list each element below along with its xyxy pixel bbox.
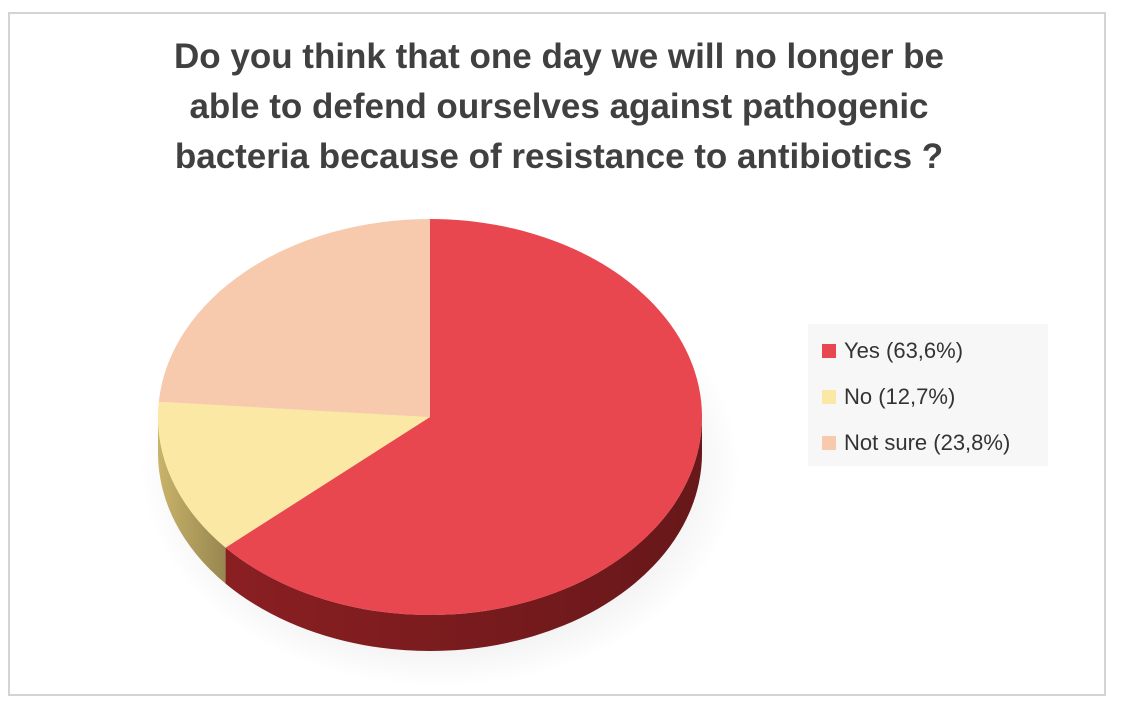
pie-side-shade-no bbox=[158, 417, 226, 584]
legend-swatch-not-sure bbox=[822, 436, 836, 450]
legend-swatch-yes bbox=[822, 344, 836, 358]
pie-slice-not-sure bbox=[158, 219, 430, 417]
chart-title-line-1: Do you think that one day we will no lon… bbox=[173, 37, 945, 76]
legend-item-yes: Yes (63,6%) bbox=[808, 328, 1048, 374]
legend-item-not-sure: Not sure (23,8%) bbox=[808, 420, 1048, 466]
pie-slice-yes bbox=[225, 219, 702, 615]
chart-title: Do you think that one day we will no lon… bbox=[10, 32, 1108, 182]
chart-title-line-3: bacteria because of resistance to antibi… bbox=[174, 137, 944, 176]
legend-swatch-no bbox=[822, 390, 836, 404]
legend-label-yes: Yes (63,6%) bbox=[844, 338, 964, 363]
chart-frame: Do you think that one day we will no lon… bbox=[8, 12, 1106, 696]
legend-label-no: No (12,7%) bbox=[844, 384, 956, 409]
pie-side-shade-yes bbox=[225, 417, 702, 651]
chart-title-line-2: able to defend ourselves against pathoge… bbox=[189, 87, 929, 126]
legend: Yes (63,6%) No (12,7%) Not sure (23,8%) bbox=[808, 324, 1048, 466]
legend-item-no: No (12,7%) bbox=[808, 374, 1048, 420]
pie-slice-no bbox=[158, 401, 430, 548]
legend-label-not-sure: Not sure (23,8%) bbox=[844, 430, 1011, 455]
pie-chart bbox=[140, 219, 740, 687]
